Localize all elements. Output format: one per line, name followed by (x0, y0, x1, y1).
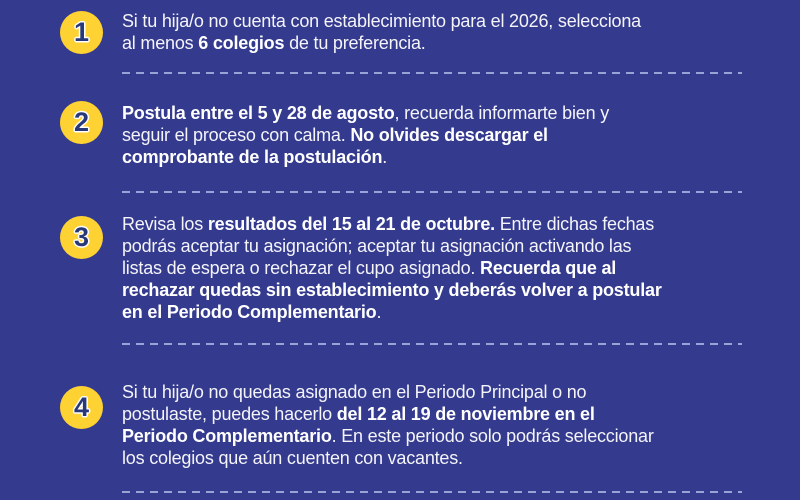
text-segment: Revisa los (122, 214, 208, 234)
text-segment: resultados del 15 al 21 de octubre. (207, 214, 495, 234)
dashed-divider (122, 491, 742, 493)
step-number-badge: 3 (60, 216, 103, 259)
step-number-badge: 1 (60, 11, 103, 54)
step-text: Postula entre el 5 y 28 de agosto, recue… (122, 102, 772, 168)
text-segment: seguir el proceso con calma. (122, 125, 351, 145)
step-number: 3 (73, 222, 90, 252)
text-line: listas de espera o rechazar el cupo asig… (122, 257, 772, 279)
text-segment: 6 colegios (198, 33, 285, 53)
text-segment: podrás aceptar tu asignación; aceptar tu… (122, 236, 632, 256)
text-segment: No olvides descargar el (350, 125, 548, 145)
text-segment: . En este periodo solo podrás selecciona… (331, 426, 654, 446)
text-segment: . (382, 147, 388, 167)
text-segment: rechazar quedas sin establecimiento y de… (122, 280, 662, 300)
text-segment: Si tu hija/o no cuenta con establecimien… (122, 11, 641, 31)
text-line: en el Periodo Complementario. (122, 301, 772, 323)
text-line: podrás aceptar tu asignación; aceptar tu… (122, 235, 772, 257)
text-line: Revisa los resultados del 15 al 21 de oc… (122, 213, 772, 235)
dashed-divider (122, 191, 742, 193)
text-line: al menos 6 colegios de tu preferencia. (122, 32, 772, 54)
text-segment: Postula entre el 5 y 28 de agosto (122, 103, 395, 123)
step-number-badge: 4 (60, 386, 103, 429)
text-line: Si tu hija/o no cuenta con establecimien… (122, 10, 772, 32)
text-line: Si tu hija/o no quedas asignado en el Pe… (122, 381, 772, 403)
text-segment: Periodo Complementario (122, 426, 332, 446)
step-number: 2 (73, 107, 90, 137)
text-segment: los colegios que aún cuenten con vacante… (122, 448, 463, 468)
dashed-divider (122, 72, 742, 74)
text-segment: Si tu hija/o no quedas asignado en el Pe… (122, 382, 587, 402)
step-text: Si tu hija/o no quedas asignado en el Pe… (122, 381, 772, 469)
step-number-badge: 2 (60, 101, 103, 144)
text-segment: del 12 al 19 de noviembre en el (336, 404, 595, 424)
text-segment: en el Periodo Complementario (122, 302, 377, 322)
text-line: postulaste, puedes hacerlo del 12 al 19 … (122, 403, 772, 425)
text-line: Periodo Complementario. En este periodo … (122, 425, 772, 447)
dashed-divider (122, 343, 742, 345)
text-line: los colegios que aún cuenten con vacante… (122, 447, 772, 469)
text-line: seguir el proceso con calma. No olvides … (122, 124, 772, 146)
text-segment: , recuerda informarte bien y (394, 103, 610, 123)
step-text: Si tu hija/o no cuenta con establecimien… (122, 10, 772, 54)
text-line: Postula entre el 5 y 28 de agosto, recue… (122, 102, 772, 124)
step-number: 4 (73, 392, 90, 422)
text-segment: comprobante de la postulación (122, 147, 383, 167)
step-text: Revisa los resultados del 15 al 21 de oc… (122, 213, 772, 323)
step-number: 1 (73, 17, 90, 47)
text-segment: Entre dichas fechas (494, 214, 655, 234)
text-line: rechazar quedas sin establecimiento y de… (122, 279, 772, 301)
text-segment: Recuerda que al (480, 258, 617, 278)
text-segment: . (376, 302, 382, 322)
text-segment: de tu preferencia. (284, 33, 426, 53)
text-segment: postulaste, puedes hacerlo (122, 404, 337, 424)
text-segment: listas de espera o rechazar el cupo asig… (122, 258, 481, 278)
text-line: comprobante de la postulación. (122, 146, 772, 168)
text-segment: al menos (122, 33, 199, 53)
